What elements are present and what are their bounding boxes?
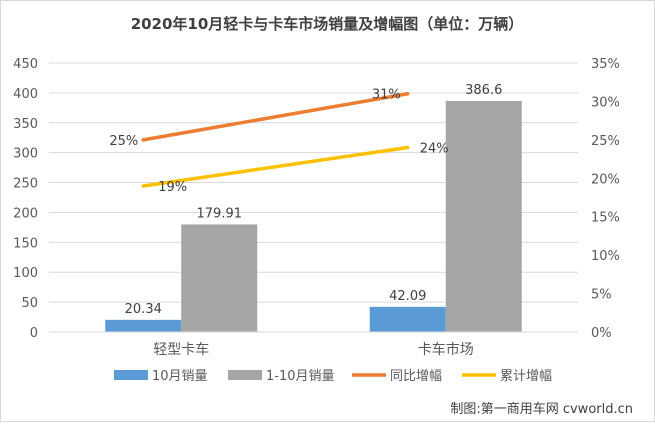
line-data-label: 25% bbox=[109, 134, 138, 149]
legend: 10月销量 1-10月销量 同比增幅 累计增幅 bbox=[114, 369, 552, 384]
lines: 25% 31% 19% 24% bbox=[109, 88, 448, 195]
left-tick-label: 350 bbox=[13, 117, 38, 132]
left-tick-label: 50 bbox=[21, 296, 38, 311]
left-tick-label: 150 bbox=[13, 236, 38, 251]
line-data-label: 19% bbox=[158, 180, 187, 195]
right-tick-label: 35% bbox=[591, 57, 620, 72]
legend-label: 1-10月销量 bbox=[266, 369, 335, 384]
legend-swatch bbox=[114, 370, 148, 380]
x-category-label: 轻型卡车 bbox=[153, 341, 209, 358]
right-tick-label: 5% bbox=[591, 288, 612, 303]
left-tick-label: 0 bbox=[30, 326, 38, 341]
legend-label: 同比增幅 bbox=[390, 369, 442, 384]
left-tick-label: 200 bbox=[13, 206, 38, 221]
line-data-label: 24% bbox=[420, 142, 449, 157]
x-axis: 轻型卡车 卡车市场 bbox=[49, 331, 578, 358]
bar bbox=[445, 100, 522, 332]
bar-data-label: 20.34 bbox=[125, 302, 162, 317]
chart-title: 2020年10月轻卡与卡车市场销量及增幅图（单位：万辆） bbox=[131, 15, 524, 33]
legend-swatch bbox=[228, 370, 262, 380]
left-tick-label: 400 bbox=[13, 87, 38, 102]
right-tick-label: 0% bbox=[591, 326, 612, 341]
legend-label: 累计增幅 bbox=[500, 369, 552, 384]
bar bbox=[105, 319, 182, 332]
bar bbox=[369, 306, 446, 332]
bar bbox=[181, 224, 258, 332]
bar-data-label: 386.6 bbox=[465, 83, 502, 98]
left-y-axis: 0 50 100 150 200 250 300 350 400 450 bbox=[13, 57, 38, 341]
right-y-axis: 0% 5% 10% 15% 20% 25% 30% 35% bbox=[591, 57, 620, 341]
x-category-label: 卡车市场 bbox=[418, 341, 474, 358]
left-tick-label: 300 bbox=[13, 147, 38, 162]
left-tick-label: 450 bbox=[13, 57, 38, 72]
left-tick-label: 250 bbox=[13, 177, 38, 192]
line-series bbox=[141, 145, 410, 188]
bars: 20.34 42.09 179.91 386.6 bbox=[105, 83, 522, 332]
gridlines bbox=[49, 62, 578, 333]
right-tick-label: 20% bbox=[591, 172, 620, 187]
legend-label: 10月销量 bbox=[152, 369, 208, 384]
footer-source-text: 制图:第一商用车网 cvworld.cn bbox=[450, 401, 633, 417]
line-series bbox=[141, 91, 410, 142]
right-tick-label: 30% bbox=[591, 95, 620, 110]
right-tick-label: 10% bbox=[591, 249, 620, 264]
right-tick-label: 25% bbox=[591, 134, 620, 149]
left-tick-label: 100 bbox=[13, 266, 38, 281]
bar-data-label: 179.91 bbox=[197, 206, 243, 221]
right-tick-label: 15% bbox=[591, 211, 620, 226]
line-data-label: 31% bbox=[372, 88, 401, 103]
bar-data-label: 42.09 bbox=[389, 289, 426, 304]
